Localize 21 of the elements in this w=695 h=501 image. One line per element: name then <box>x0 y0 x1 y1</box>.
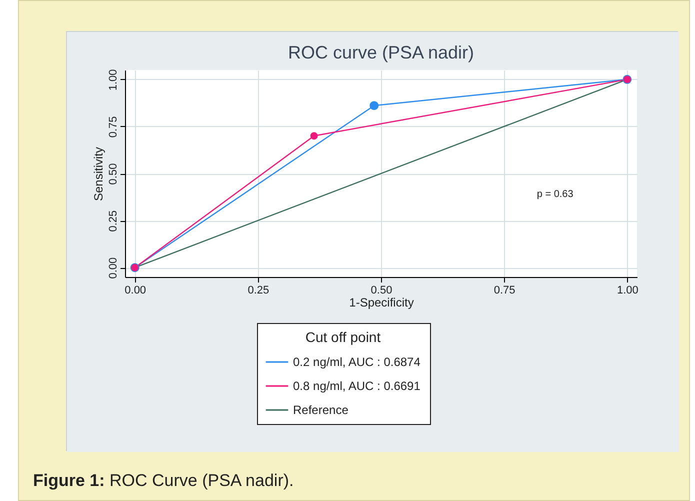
y-tick-label: 0.00 <box>108 257 120 279</box>
y-tick-label: 0.50 <box>108 163 120 185</box>
caption: Figure 1: ROC Curve (PSA nadir). <box>33 471 294 491</box>
x-tick-label: 0.25 <box>248 284 270 296</box>
legend-label: 0.8 ng/ml, AUC : 0.6691 <box>293 379 421 393</box>
x-axis-title: 1-Specificity <box>349 296 414 310</box>
annotation: p = 0.63 <box>536 189 574 200</box>
y-tick-label: 0.25 <box>108 210 120 232</box>
y-tick-label: 1.00 <box>108 69 120 91</box>
y-tick-label: 0.75 <box>108 116 120 138</box>
point <box>370 101 379 110</box>
y-axis-title: Sensitivity <box>92 146 106 202</box>
chart-title: ROC curve (PSA nadir) <box>288 42 474 63</box>
legend-label: Reference <box>293 403 349 417</box>
x-tick-label: 1.00 <box>616 284 638 296</box>
legend-title: Cut off point <box>305 329 381 345</box>
x-tick-label: 0.75 <box>494 284 516 296</box>
legend-label: 0.2 ng/ml, AUC : 0.6874 <box>293 355 421 369</box>
x-tick-label: 0.00 <box>124 284 146 296</box>
x-tick-label: 0.50 <box>370 284 392 296</box>
point <box>310 132 318 140</box>
